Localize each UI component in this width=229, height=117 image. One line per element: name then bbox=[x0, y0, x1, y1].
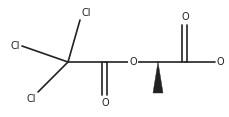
Text: Cl: Cl bbox=[26, 94, 36, 104]
Text: Cl: Cl bbox=[82, 8, 91, 18]
Polygon shape bbox=[152, 62, 162, 93]
Text: Cl: Cl bbox=[11, 41, 20, 51]
Text: O: O bbox=[180, 12, 188, 22]
Text: O: O bbox=[101, 98, 108, 108]
Text: O: O bbox=[216, 57, 224, 67]
Text: O: O bbox=[129, 57, 136, 67]
